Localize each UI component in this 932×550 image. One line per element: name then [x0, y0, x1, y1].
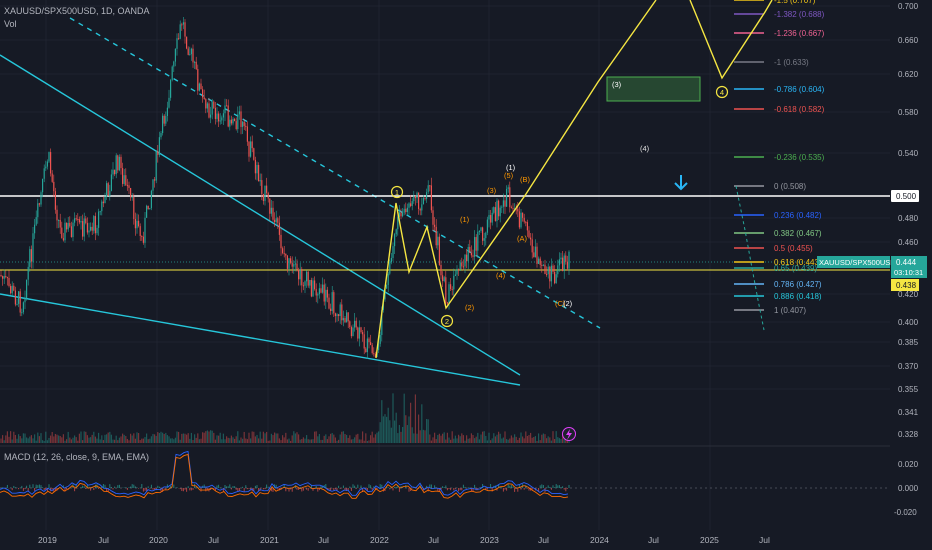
- elliott-projection-path[interactable]: [689, 0, 773, 80]
- wave-label-5: (5): [504, 171, 514, 180]
- volume-legend[interactable]: Vol: [4, 19, 17, 29]
- time-tick-jul-2022: Jul: [428, 535, 439, 545]
- time-tick-2024: 2024: [590, 535, 609, 545]
- wave-circle-4-label: 4: [720, 88, 724, 97]
- wave-label-4: (4): [496, 271, 506, 280]
- wave-label-proj-3: (3): [612, 80, 622, 89]
- fib-label: -1.5 (0.707): [774, 0, 816, 5]
- time-tick-2020: 2020: [149, 535, 168, 545]
- wave-label-c2: (2): [563, 299, 573, 308]
- symbol-title[interactable]: XAUUSD/SPX500USD, 1D, OANDA: [4, 6, 150, 16]
- price-tick-0580: 0.580: [898, 108, 919, 117]
- projection-dashed-path: [735, 185, 765, 331]
- level-0500-text: 0.500: [896, 192, 917, 201]
- time-axis-bg: [0, 530, 932, 550]
- price-candles: [0, 17, 570, 359]
- macd-tick-zero: 0.000: [898, 484, 919, 493]
- wave-circle-4[interactable]: 4: [715, 85, 729, 99]
- wave-label-proj-4: (4): [640, 144, 650, 153]
- price-tick-0480: 0.480: [898, 214, 919, 223]
- wave-circle-2[interactable]: 2: [440, 314, 454, 328]
- time-axis[interactable]: 2019 Jul 2020 Jul 2021 Jul 2022 Jul 2023…: [38, 535, 770, 545]
- price-axis[interactable]: 0.700 0.660 0.620 0.580 0.540 0.480 0.46…: [898, 2, 919, 439]
- fib-label: -1 (0.633): [774, 58, 809, 67]
- wave-label-a: (A): [517, 234, 528, 243]
- wave-label-c: (C): [555, 299, 566, 308]
- fib-label: -0.618 (0.582): [774, 105, 825, 114]
- time-tick-2021: 2021: [260, 535, 279, 545]
- fib-label: 1 (0.407): [774, 306, 806, 315]
- time-tick-2023: 2023: [480, 535, 499, 545]
- macd-tick-pos: 0.020: [898, 460, 919, 469]
- yellow-price-text: 0.438: [896, 281, 917, 290]
- price-tick-0370: 0.370: [898, 362, 919, 371]
- target-zone-box[interactable]: [606, 76, 701, 102]
- fib-label: 0.618 (0.443): [774, 258, 822, 267]
- fib-label: 0.786 (0.427): [774, 280, 822, 289]
- fib-label: 0.236 (0.482): [774, 211, 822, 220]
- wave-circle-1-label: 1: [395, 188, 399, 197]
- orange-wave-labels: (1) (2) (3) (4) (5) (A) (B) (C): [460, 171, 566, 312]
- price-tick-0385: 0.385: [898, 338, 919, 347]
- lightning-icon[interactable]: [562, 427, 576, 441]
- wave-circle-2-label: 2: [445, 317, 449, 326]
- price-tick-0400: 0.400: [898, 318, 919, 327]
- dashed-trendline[interactable]: [69, 17, 601, 329]
- fib-label: 0 (0.508): [774, 182, 806, 191]
- countdown-text: 03:10:31: [894, 268, 923, 277]
- time-tick-jul-2025: Jul: [759, 535, 770, 545]
- price-tick-0660: 0.660: [898, 36, 919, 45]
- fib-label: 0.65 (0.439): [774, 264, 817, 273]
- fib-label: -1.382 (0.688): [774, 10, 825, 19]
- symbol-tag-text: XAUUSD/SPX500USD: [819, 258, 896, 267]
- price-tick-0328: 0.328: [898, 430, 919, 439]
- fib-label: 0.382 (0.467): [774, 229, 822, 238]
- fib-label: -0.786 (0.604): [774, 85, 825, 94]
- price-tick-0341: 0.341: [898, 408, 919, 417]
- fib-label: 0.886 (0.418): [774, 292, 822, 301]
- fib-label: -0.236 (0.535): [774, 153, 825, 162]
- time-tick-2022: 2022: [370, 535, 389, 545]
- wave-label-top-1: (1): [506, 163, 516, 172]
- volume-bars: [0, 393, 570, 443]
- grid-lines: [0, 0, 890, 530]
- fib-label: 0.5 (0.455): [774, 244, 813, 253]
- wave-circle-1[interactable]: 1: [390, 185, 404, 199]
- wave-label-1: (1): [460, 215, 470, 224]
- last-price-text: 0.444: [896, 258, 917, 267]
- time-tick-jul-2019: Jul: [98, 535, 109, 545]
- price-tick-0460: 0.460: [898, 238, 919, 247]
- time-tick-jul-2020: Jul: [208, 535, 219, 545]
- time-tick-2019: 2019: [38, 535, 57, 545]
- wave-label-b: (B): [520, 175, 531, 184]
- price-tick-0620: 0.620: [898, 70, 919, 79]
- price-tick-0540: 0.540: [898, 149, 919, 158]
- wave-label-2: (2): [465, 303, 475, 312]
- level-0500-tag: 0.500: [891, 190, 919, 202]
- wedge-upper-trendline[interactable]: [0, 54, 521, 376]
- time-tick-jul-2024: Jul: [648, 535, 659, 545]
- fib-retracement[interactable]: -1.5 (0.707) -1.382 (0.688) -1.236 (0.667)…: [734, 0, 825, 315]
- macd-tick-neg: -0.020: [894, 508, 917, 517]
- arrow-down-icon[interactable]: [674, 175, 688, 191]
- elliott-wave-path[interactable]: [375, 0, 657, 359]
- wedge-lower-trendline[interactable]: [0, 293, 521, 386]
- price-tick-0355: 0.355: [898, 385, 919, 394]
- wave-label-3: (3): [487, 186, 497, 195]
- price-tick-0700: 0.700: [898, 2, 919, 11]
- yellow-price-tag: 0.438: [891, 279, 919, 291]
- price-tick-0420: 0.420: [898, 290, 919, 299]
- time-tick-jul-2021: Jul: [318, 535, 329, 545]
- macd-indicator: [0, 450, 570, 499]
- time-tick-2025: 2025: [700, 535, 719, 545]
- time-tick-jul-2023: Jul: [538, 535, 549, 545]
- last-price-tag: XAUUSD/SPX500USD 0.444 03:10:31: [817, 256, 927, 278]
- macd-axis[interactable]: 0.020 0.000 -0.020: [894, 460, 919, 517]
- macd-legend[interactable]: MACD (12, 26, close, 9, EMA, EMA): [4, 452, 150, 462]
- fib-label: -1.236 (0.667): [774, 29, 825, 38]
